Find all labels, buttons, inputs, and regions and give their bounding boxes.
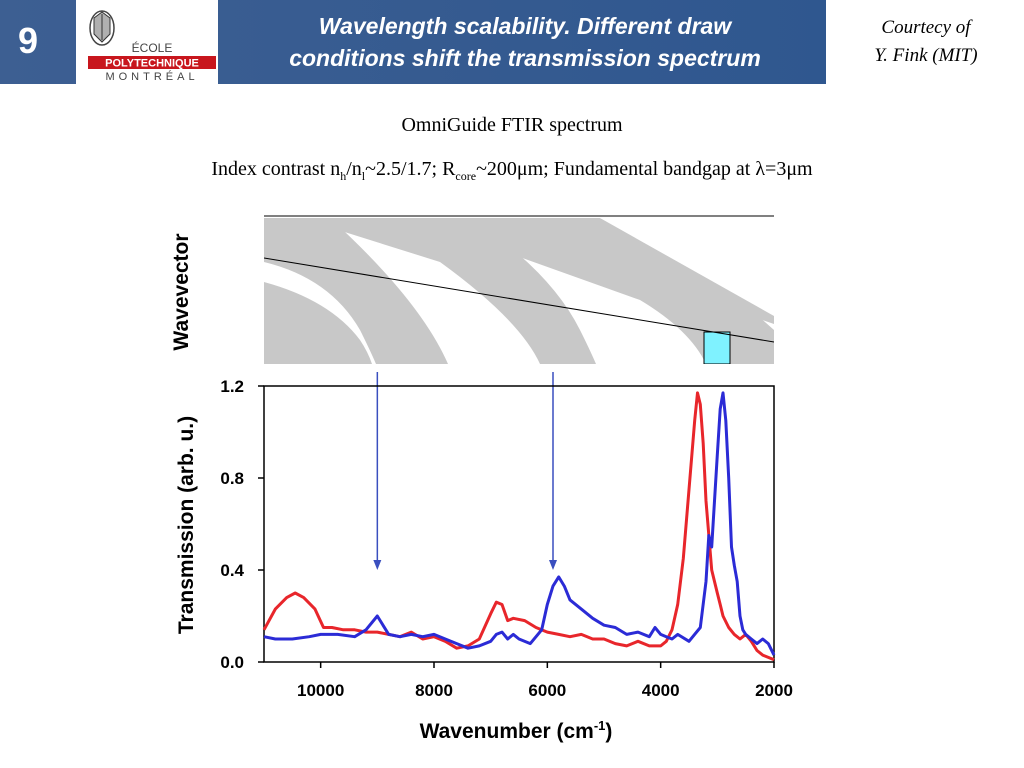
subtitle-part: ~2.5/1.7; R bbox=[365, 158, 456, 180]
subtitle-sub-h: h bbox=[340, 169, 347, 183]
series-line-red bbox=[262, 391, 775, 662]
band-region bbox=[470, 218, 774, 324]
figure-title: OmniGuide FTIR spectrum bbox=[401, 114, 623, 136]
y-tick-label: 0.8 bbox=[220, 469, 244, 488]
logo-line-2: POLYTECHNIQUE bbox=[105, 58, 199, 70]
series-group bbox=[262, 391, 776, 662]
x-axis-label: Wavenumber (cm-1) bbox=[420, 718, 613, 743]
slide-number: 9 bbox=[18, 20, 39, 61]
crest-icon bbox=[89, 10, 115, 46]
arrow-head bbox=[549, 560, 557, 570]
x-tick-label: 8000 bbox=[415, 681, 453, 700]
x-tick-label: 10000 bbox=[297, 681, 344, 700]
y-tick-label: 1.2 bbox=[220, 377, 244, 396]
band-region bbox=[264, 282, 372, 364]
slide-title-line-1: Wavelength scalability. Different draw bbox=[318, 13, 732, 39]
subtitle-part: ~200μm; Fundamental bandgap at λ=3μm bbox=[476, 158, 813, 180]
subtitle-part: Index contrast n bbox=[211, 158, 341, 180]
courtesy-line-1: Courtecy of bbox=[881, 17, 971, 38]
plot-frame bbox=[263, 385, 775, 663]
arrows bbox=[373, 372, 557, 570]
y-axis-label: Transmission (arb. u.) bbox=[175, 416, 198, 634]
slide-title: Wavelength scalability. Different draw c… bbox=[230, 10, 820, 74]
y-tick-label: 0.4 bbox=[220, 561, 244, 580]
subtitle-sub-core: core bbox=[455, 169, 477, 183]
figure-subtitle: Index contrast nh/nl~2.5/1.7; Rcore~200μ… bbox=[0, 158, 1024, 184]
courtesy-line-2: Y. Fink (MIT) bbox=[874, 45, 978, 66]
subtitle-part: /n bbox=[346, 158, 362, 180]
arrow-head bbox=[373, 560, 382, 570]
subtitle-sub-l: l bbox=[361, 169, 366, 183]
school-logo: ÉCOLE POLYTECHNIQUE MONTRÉAL bbox=[88, 10, 216, 82]
band-region bbox=[300, 218, 596, 364]
logo-line-3: MONTRÉAL bbox=[105, 70, 198, 82]
y-tick-label: 0.0 bbox=[220, 653, 244, 672]
logo-line-1: ÉCOLE bbox=[132, 40, 173, 55]
x-tick-label: 2000 bbox=[755, 681, 793, 700]
transmission-chart: 10000 8000 6000 4000 2000 0.0 0.4 0.8 1.2 Wavenu… bbox=[175, 377, 793, 743]
band-diagram-ylabel: Wavevector bbox=[170, 233, 193, 350]
x-tick-label: 6000 bbox=[528, 681, 566, 700]
band-region bbox=[600, 218, 774, 290]
bandgap-highlight bbox=[703, 331, 731, 364]
slide-title-line-2: conditions shift the transmission spectr… bbox=[289, 45, 761, 71]
series-line-blue bbox=[263, 391, 776, 656]
courtesy-credit: Courtecy of Y. Fink (MIT) bbox=[836, 14, 1016, 70]
x-tick-label: 4000 bbox=[642, 681, 680, 700]
band-diagram: Wavevector bbox=[170, 215, 774, 364]
axis-ticks: 10000 8000 6000 4000 2000 0.0 0.4 0.8 1.2 bbox=[220, 377, 793, 700]
light-line bbox=[264, 257, 774, 343]
